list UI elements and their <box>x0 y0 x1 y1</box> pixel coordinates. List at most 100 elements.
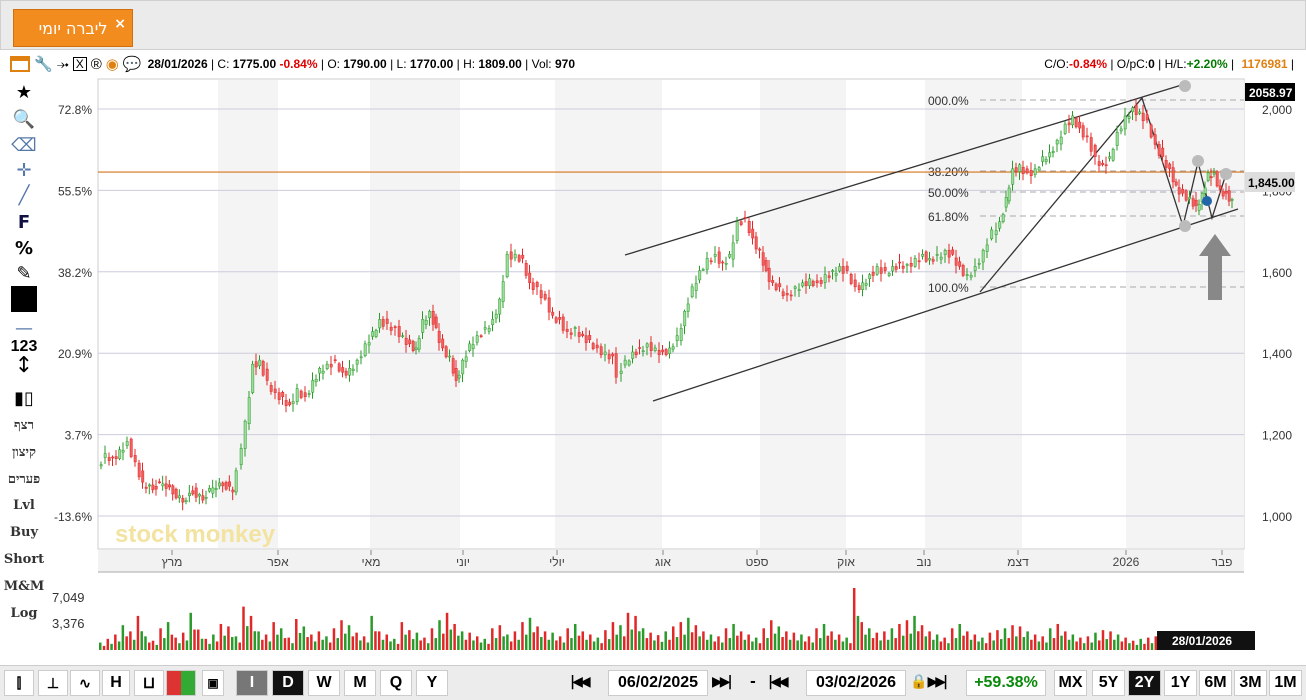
volume-bar <box>973 634 977 650</box>
candle-body <box>475 335 479 343</box>
volume-bar <box>1154 636 1158 650</box>
volume-bar <box>1139 638 1142 650</box>
chart-tab[interactable]: ליברה יומי × <box>13 9 133 47</box>
toolbar-label-7[interactable]: Log <box>10 606 38 621</box>
nav-next-icon[interactable]: ▶▶| <box>712 674 733 690</box>
candle-chart-button[interactable]: ⫿ <box>4 670 34 696</box>
edit-icon[interactable]: ✎ <box>16 263 32 284</box>
candle-body <box>359 356 363 359</box>
zoom-icon[interactable]: 🔍 <box>12 109 36 130</box>
star-icon[interactable]: ★ <box>15 82 33 103</box>
candle-body <box>1197 203 1201 211</box>
volume-bar <box>506 634 509 650</box>
volume-bar <box>302 626 306 650</box>
nav-last-icon[interactable]: 🔒▶▶| <box>910 674 948 690</box>
excel-icon[interactable]: X <box>72 57 87 71</box>
volume-bar <box>1131 640 1135 650</box>
range-button-5y[interactable]: 5Y <box>1092 670 1125 696</box>
color-candles-button[interactable] <box>166 670 196 696</box>
line-tool-icon[interactable]: ╱ <box>18 185 30 206</box>
close-value: 1775.00 <box>232 57 277 71</box>
volume-bar <box>532 632 536 650</box>
volume-bar <box>1030 639 1033 650</box>
tab-title: ליברה יומי <box>38 18 108 38</box>
vertical-arrow-icon[interactable]: ↕ <box>14 353 34 378</box>
volume-bar <box>238 642 241 650</box>
anchor-dot[interactable] <box>1179 220 1191 232</box>
volume-bar <box>796 640 799 650</box>
range-button-1m[interactable]: 1M <box>1269 670 1302 696</box>
h-button[interactable]: H <box>102 670 130 696</box>
share-icon[interactable]: ⤞ <box>56 55 69 73</box>
period-button-d[interactable]: D <box>272 670 304 696</box>
range-button-6m[interactable]: 6M <box>1199 670 1232 696</box>
candles-icon[interactable]: ▮▯ <box>14 388 34 409</box>
candle-body <box>778 283 782 288</box>
volume-bar <box>268 641 272 650</box>
crosshair-icon[interactable]: ✛ <box>16 160 32 181</box>
toolbar-label-2[interactable]: פערים <box>7 472 41 487</box>
hline-icon[interactable]: — <box>15 318 33 339</box>
volume-bar <box>615 634 618 650</box>
end-date-field[interactable]: 03/02/2026 <box>806 670 906 696</box>
candle-body <box>1044 159 1048 162</box>
candle-body <box>947 249 951 258</box>
comment-icon[interactable]: 💬 <box>122 55 142 73</box>
toolbar-label-3[interactable]: Lvl <box>13 498 35 513</box>
volume-bar <box>212 634 215 650</box>
period-button-i[interactable]: I <box>236 670 268 696</box>
close-icon[interactable]: × <box>114 16 126 32</box>
ohlc-chart-button[interactable]: ⊥ <box>38 670 68 696</box>
target-icon[interactable]: ◉ <box>105 55 119 73</box>
anchor-dot[interactable] <box>1179 80 1191 92</box>
number-tool[interactable]: 123 <box>10 338 38 355</box>
anchor-dot[interactable] <box>1220 168 1232 180</box>
candle-body <box>657 350 661 356</box>
window-icon[interactable] <box>10 56 30 72</box>
period-button-q[interactable]: Q <box>380 670 412 696</box>
toolbar-label-1[interactable]: קיצון <box>12 445 36 460</box>
line-chart-button[interactable]: ∿ <box>70 670 100 696</box>
candle-body <box>265 368 269 381</box>
color-picker-icon[interactable] <box>0 286 48 312</box>
candle-body <box>1089 137 1093 152</box>
period-button-w[interactable]: W <box>308 670 340 696</box>
anchor-dot[interactable] <box>1192 155 1204 167</box>
candle-body <box>547 297 551 313</box>
candle-body <box>811 280 815 286</box>
period-button-y[interactable]: Y <box>416 670 448 696</box>
nav-prev-icon[interactable]: |◀◀ <box>768 674 789 690</box>
volume-bar <box>920 625 924 650</box>
range-button-mx[interactable]: MX <box>1054 670 1087 696</box>
open-value: 1790.00 <box>343 57 387 71</box>
percent-tool-icon[interactable]: % <box>14 238 34 259</box>
volume-bar <box>445 612 449 650</box>
registered-icon[interactable]: ® <box>90 55 102 73</box>
candle-body <box>314 378 318 382</box>
toolbar-label-0[interactable]: רצף <box>14 418 34 433</box>
range-button-3m[interactable]: 3M <box>1234 670 1267 696</box>
candle-body <box>535 282 539 288</box>
u-button[interactable]: ⊔ <box>134 670 164 696</box>
wrench-icon[interactable]: 🔧 <box>34 55 53 73</box>
toolbar-label-4[interactable]: Buy <box>10 525 38 540</box>
volume-bar <box>1033 634 1037 650</box>
fib-tool-icon[interactable]: F <box>17 212 31 233</box>
range-button-2y[interactable]: 2Y <box>1128 670 1161 696</box>
candle-body <box>1191 198 1195 207</box>
save-icon[interactable]: ▣ <box>202 670 224 696</box>
period-button-m[interactable]: M <box>344 670 376 696</box>
range-button-1y[interactable]: 1Y <box>1164 670 1197 696</box>
start-date-field[interactable]: 06/02/2025 <box>608 670 708 696</box>
volume-bar <box>393 638 396 650</box>
candle-body <box>307 393 311 395</box>
toolbar-label-5[interactable]: Short <box>3 552 45 567</box>
volume-bar <box>223 635 226 650</box>
volume-bar <box>600 643 603 650</box>
candle-body <box>1145 114 1149 121</box>
eraser-icon[interactable]: ⌫ <box>11 135 37 156</box>
volume-bar <box>253 631 257 650</box>
price-chart[interactable]: 000.0%38.20%50.00%61.80%100.0% stock mon… <box>0 76 1306 664</box>
toolbar-label-6[interactable]: M&M <box>3 579 45 594</box>
nav-first-icon[interactable]: |◀◀ <box>570 674 591 690</box>
